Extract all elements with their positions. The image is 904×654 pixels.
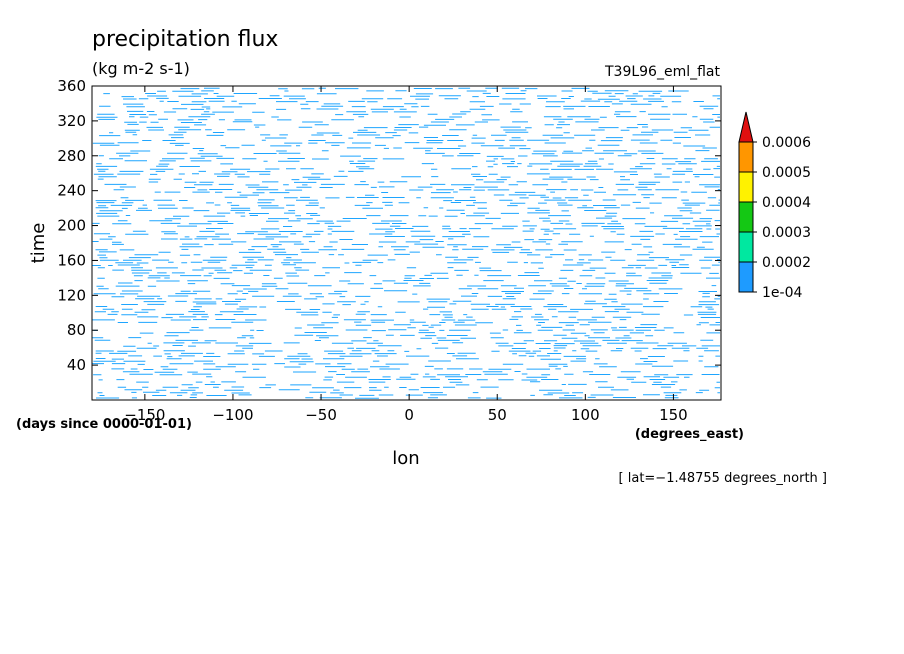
streak-path bbox=[92, 87, 720, 399]
y-tick-label: 360 bbox=[57, 77, 86, 95]
chart-title: precipitation flux bbox=[92, 27, 278, 52]
colorbar-extend-arrow bbox=[738, 111, 754, 143]
y-tick-label: 320 bbox=[57, 112, 86, 130]
plot-background bbox=[92, 86, 721, 400]
x-tick-label: −100 bbox=[212, 406, 253, 424]
experiment-label: T39L96_eml_flat bbox=[604, 64, 721, 80]
y-tick-label: 40 bbox=[67, 356, 86, 374]
y-tick-label: 120 bbox=[57, 286, 86, 304]
x-axis-ticks: −150 −100 −50 0 50 100 150 bbox=[124, 86, 688, 424]
colorbar-label: 0.0002 bbox=[762, 255, 811, 271]
colorbar-label: 0.0003 bbox=[762, 225, 811, 241]
footnote-latitude: [ lat=−1.48755 degrees_north ] bbox=[619, 471, 827, 486]
x-axis-units: (degrees_east) bbox=[635, 427, 744, 442]
colorbar-label: 0.0006 bbox=[762, 135, 811, 151]
colorbar-label: 0.0004 bbox=[762, 195, 811, 211]
colorbar: 1e-04 0.0002 0.0003 0.0004 0.0005 0.0006 bbox=[738, 111, 811, 301]
x-tick-label: −50 bbox=[305, 406, 337, 424]
y-tick-label: 240 bbox=[57, 182, 86, 200]
y-axis-ticks: 40 80 120 160 200 240 280 320 360 bbox=[57, 77, 721, 374]
x-tick-label: 150 bbox=[659, 406, 688, 424]
y-axis-label: time bbox=[28, 223, 49, 264]
x-tick-label: 0 bbox=[404, 406, 414, 424]
x-tick-label: 50 bbox=[488, 406, 507, 424]
y-tick-label: 80 bbox=[67, 321, 86, 339]
plot-frame bbox=[91, 85, 722, 401]
colorbar-segment bbox=[738, 231, 754, 263]
colorbar-label: 0.0005 bbox=[762, 165, 811, 181]
y-tick-label: 200 bbox=[57, 217, 86, 235]
y-axis-units: (days since 0000-01-01) bbox=[16, 417, 192, 432]
colorbar-segment bbox=[738, 141, 754, 173]
colorbar-segment bbox=[738, 171, 754, 203]
plot-area: −150 −100 −50 0 50 100 150 40 80 120 160 200 240 280… bbox=[57, 77, 722, 424]
colorbar-segment bbox=[738, 201, 754, 233]
precipitation-streaks bbox=[92, 87, 720, 399]
chart-units: (kg m-2 s-1) bbox=[92, 59, 190, 78]
y-tick-label: 160 bbox=[57, 251, 86, 269]
x-tick-label: −150 bbox=[124, 406, 165, 424]
colorbar-label: 1e-04 bbox=[762, 285, 802, 301]
x-axis-label: lon bbox=[392, 448, 419, 469]
x-tick-label: 100 bbox=[571, 406, 600, 424]
colorbar-segment bbox=[738, 261, 754, 293]
y-tick-label: 280 bbox=[57, 147, 86, 165]
